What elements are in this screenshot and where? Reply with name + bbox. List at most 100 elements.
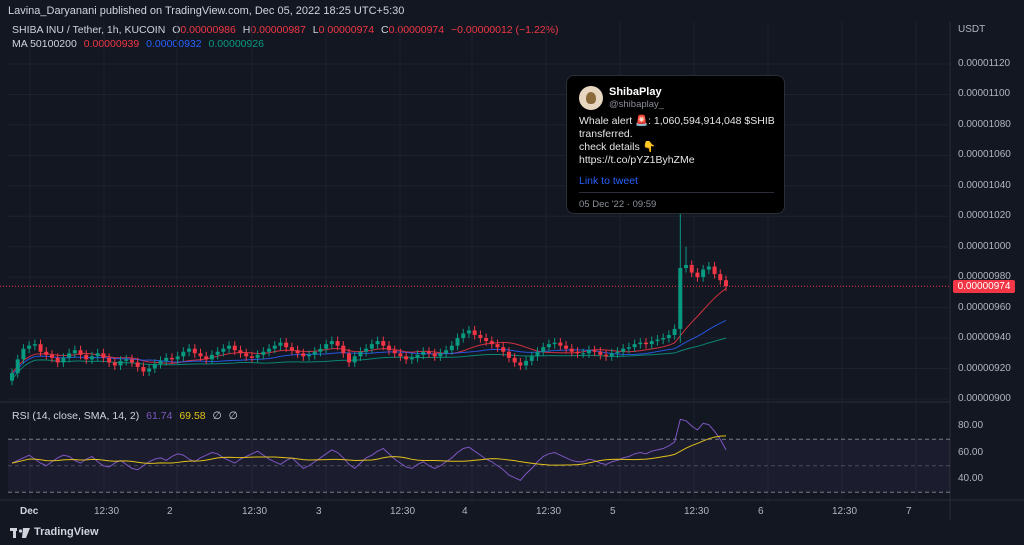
price-tick-label: 0.00000920 [958,362,1011,374]
time-tick-label: 2 [167,506,173,517]
candle-body [415,354,420,358]
candle-body [661,338,666,340]
price-tick-label: 0.00000960 [958,301,1011,313]
candle-body [546,344,551,348]
link-to-tweet[interactable]: Link to tweet [579,175,638,187]
symbol-info: SHIBA INU / Tether, 1h, KUCOIN O0.000009… [12,24,562,36]
candle-body [524,360,529,366]
rsi-null-1: ∅ [212,410,222,422]
candle-body [147,368,152,372]
candle-body [564,345,569,349]
candle-body [227,345,232,349]
candle-body [255,354,260,358]
candle-body [232,345,237,351]
time-tick-label: 7 [906,506,912,517]
time-tick-label: 6 [758,506,764,517]
footer [0,521,1024,545]
candle-body [649,341,654,345]
candle-body [598,351,603,355]
price-tick-label: 0.00001100 [958,88,1011,100]
candle-body [129,359,134,363]
candle-body [369,344,374,349]
candle-body [15,359,20,374]
time-tick-label: 12:30 [832,506,858,517]
candle-body [95,353,100,357]
candle-body [249,356,254,358]
candle-body [301,353,306,357]
candle-body [684,264,689,269]
candle-body [592,350,597,352]
candle-body [478,335,483,339]
candle-body [581,353,586,355]
candle-body [672,328,677,336]
candle-body [324,344,329,349]
ma-legend: MA 50100200 0.00000939 0.00000932 0.0000… [12,38,268,50]
rsi-ma-value: 69.58 [179,410,206,422]
candle-body [10,373,14,381]
candle-body [569,348,574,352]
tweet-line-4[interactable]: https://t.co/pYZ1ByhZMe [579,154,695,166]
time-tick-label: 12:30 [684,506,710,517]
candle-body [638,342,643,345]
candle-body [238,350,243,354]
candle-body [27,345,32,349]
candle-body [267,348,272,352]
candle-body [307,354,312,357]
candle-body [295,350,300,354]
candle-body [409,357,414,360]
candle-body [198,353,203,357]
candle-body [358,351,363,357]
time-tick-label: 3 [316,506,322,517]
brand-name[interactable]: TradingView [34,526,99,538]
candle-body [461,333,466,339]
candle-body [644,342,649,345]
candle-body [718,274,723,281]
grid [0,22,1024,520]
candle-body [609,353,614,357]
candle-body [55,357,60,363]
candle-body [21,348,26,360]
tweet-line-2: transferred. [579,128,633,140]
rsi-label[interactable]: RSI (14, close, SMA, 14, 2) [12,410,140,422]
tweet-card[interactable]: ShibaPlay @shibaplay_ Whale alert 🚨: 1,0… [566,75,785,214]
candle-body [506,351,511,358]
symbol-name[interactable]: SHIBA INU / Tether, 1h, KUCOIN [12,24,166,36]
tweet-author-handle: @shibaplay_ [609,99,665,110]
ma-label[interactable]: MA 50100200 [12,38,77,50]
candle-body [449,345,454,351]
time-tick-label: 4 [462,506,468,517]
candle-body [518,362,523,366]
ma100-line [11,320,727,376]
price-tick-label: 0.00001020 [958,210,1011,222]
candle-body [678,268,683,329]
rsi-line [11,418,727,481]
candle-body [192,348,197,354]
tweet-divider [579,192,774,193]
candle-body [89,356,94,360]
ma100-value: 0.00000932 [146,38,202,50]
candle-body [364,348,369,352]
candle-body [49,354,54,358]
candle-body [341,345,346,354]
time-tick-label: 5 [610,506,616,517]
ohlc-low: 0.00000974 [318,24,375,36]
candle-body [706,266,711,270]
publish-line: Lavina_Daryanani published on TradingVie… [0,0,1024,22]
candle-body [444,350,449,354]
candle-body [175,356,180,360]
rsi-legend: RSI (14, close, SMA, 14, 2) 61.74 69.58 … [12,410,242,422]
candle-body [124,359,129,361]
time-tick-label: 12:30 [390,506,416,517]
candle-body [112,362,117,366]
candle-body [261,351,266,355]
price-tick-label: 0.00000980 [958,271,1011,283]
ohlc-change: −0.00000012 (−1.22%) [451,24,559,36]
candle-body [215,351,220,355]
ohlc-high-label: H [242,24,251,36]
tradingview-logo-icon [10,528,30,538]
candle-body [472,330,477,336]
tweet-body: Whale alert 🚨: 1,060,594,914,048 $SHIB t… [579,115,779,167]
candle-body [712,266,717,275]
candle-body [655,339,660,342]
